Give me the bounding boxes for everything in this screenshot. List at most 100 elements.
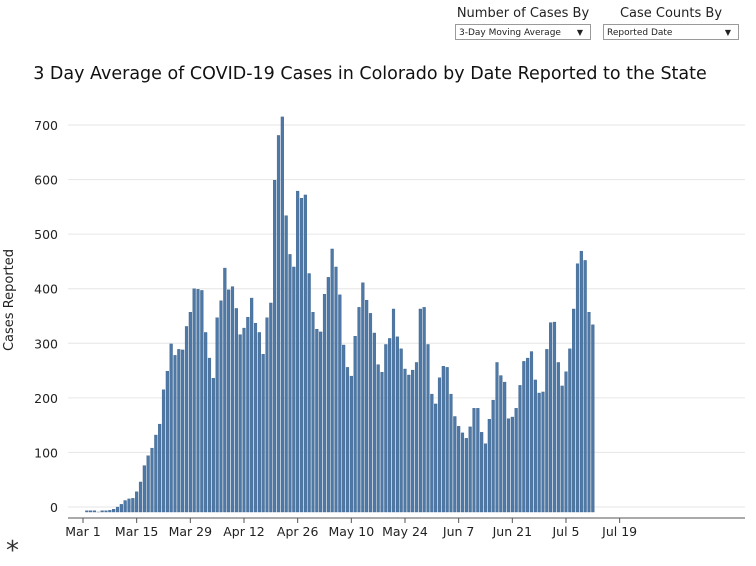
bar[interactable]	[166, 371, 169, 512]
bar[interactable]	[327, 277, 330, 512]
bar[interactable]	[492, 400, 495, 512]
bar[interactable]	[277, 135, 280, 512]
bar[interactable]	[434, 404, 437, 512]
bar[interactable]	[239, 335, 242, 512]
bar[interactable]	[450, 394, 453, 512]
bar[interactable]	[404, 369, 407, 512]
bar[interactable]	[373, 333, 376, 512]
bar[interactable]	[461, 433, 464, 512]
bar[interactable]	[120, 504, 123, 512]
bar[interactable]	[266, 318, 269, 512]
bar[interactable]	[588, 312, 591, 512]
bar[interactable]	[101, 511, 104, 512]
bar[interactable]	[507, 419, 510, 512]
bar[interactable]	[204, 332, 207, 512]
bar[interactable]	[342, 345, 345, 512]
bar[interactable]	[243, 328, 246, 512]
bar[interactable]	[273, 180, 276, 512]
bar[interactable]	[522, 361, 525, 512]
bar[interactable]	[258, 332, 261, 512]
bar[interactable]	[262, 354, 265, 512]
bar[interactable]	[93, 511, 96, 512]
bar[interactable]	[415, 362, 418, 512]
bar[interactable]	[147, 456, 150, 512]
bar[interactable]	[300, 198, 303, 512]
bar[interactable]	[400, 349, 403, 512]
bar[interactable]	[515, 408, 518, 512]
bar[interactable]	[319, 332, 322, 512]
bar[interactable]	[369, 313, 372, 512]
bar[interactable]	[112, 509, 115, 512]
bar[interactable]	[312, 312, 315, 512]
bar[interactable]	[446, 367, 449, 512]
bar[interactable]	[89, 511, 92, 512]
bar[interactable]	[296, 191, 299, 512]
bar[interactable]	[526, 358, 529, 512]
bar[interactable]	[139, 482, 142, 512]
bar[interactable]	[212, 378, 215, 512]
bar[interactable]	[377, 365, 380, 512]
bar[interactable]	[476, 408, 479, 512]
bar[interactable]	[323, 294, 326, 512]
bar[interactable]	[423, 307, 426, 512]
bar[interactable]	[473, 408, 476, 512]
bar[interactable]	[488, 419, 491, 512]
bar[interactable]	[565, 372, 568, 512]
bar[interactable]	[315, 329, 318, 512]
bar[interactable]	[499, 376, 502, 512]
bar[interactable]	[85, 511, 88, 512]
bar[interactable]	[530, 352, 533, 512]
bar[interactable]	[223, 268, 226, 512]
bar[interactable]	[269, 303, 272, 512]
bar[interactable]	[453, 417, 456, 513]
bar[interactable]	[235, 308, 238, 512]
bar[interactable]	[285, 216, 288, 512]
bar[interactable]	[227, 290, 230, 512]
bar[interactable]	[557, 362, 560, 512]
bar[interactable]	[457, 426, 460, 512]
bar[interactable]	[419, 309, 422, 512]
bar[interactable]	[384, 344, 387, 512]
bar[interactable]	[538, 393, 541, 512]
bar[interactable]	[519, 385, 522, 512]
bar[interactable]	[143, 466, 146, 512]
bar[interactable]	[308, 274, 311, 512]
bar[interactable]	[365, 300, 368, 512]
bar[interactable]	[158, 424, 161, 512]
bar[interactable]	[354, 336, 357, 512]
bar[interactable]	[250, 298, 253, 512]
bar[interactable]	[246, 317, 249, 512]
bar[interactable]	[220, 301, 223, 512]
bar[interactable]	[216, 318, 219, 512]
bar[interactable]	[534, 380, 537, 512]
bar[interactable]	[580, 251, 583, 512]
bar[interactable]	[542, 392, 545, 512]
bar[interactable]	[304, 195, 307, 512]
bar[interactable]	[361, 283, 364, 512]
bar[interactable]	[568, 349, 571, 512]
bar[interactable]	[108, 510, 111, 512]
bar[interactable]	[381, 372, 384, 512]
bar[interactable]	[331, 249, 334, 512]
bar[interactable]	[430, 394, 433, 512]
bar[interactable]	[200, 290, 203, 512]
bar[interactable]	[197, 289, 200, 512]
bar[interactable]	[231, 287, 234, 512]
bar[interactable]	[438, 378, 441, 512]
bar[interactable]	[388, 338, 391, 512]
bar[interactable]	[576, 264, 579, 512]
bar[interactable]	[128, 499, 131, 512]
bar[interactable]	[511, 417, 514, 512]
bar[interactable]	[358, 307, 361, 512]
bar[interactable]	[154, 435, 157, 512]
bar[interactable]	[338, 295, 341, 512]
bar[interactable]	[131, 498, 134, 512]
bar[interactable]	[469, 427, 472, 512]
bar[interactable]	[396, 337, 399, 512]
bar[interactable]	[480, 432, 483, 512]
bar[interactable]	[254, 323, 257, 512]
bar[interactable]	[292, 267, 295, 512]
bar[interactable]	[105, 511, 108, 512]
bar[interactable]	[561, 386, 564, 512]
bar[interactable]	[335, 267, 338, 512]
